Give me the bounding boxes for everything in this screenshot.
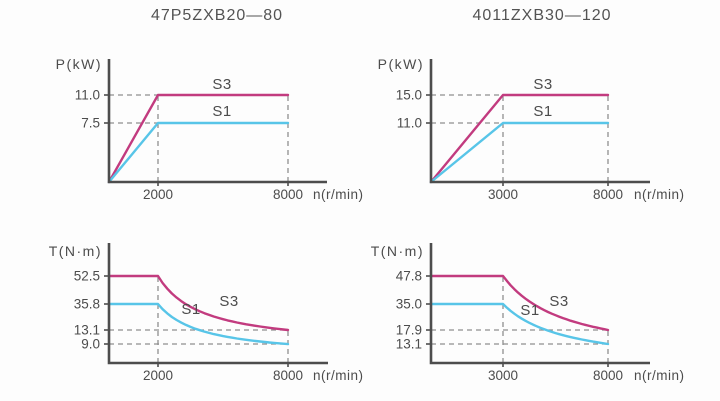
x-tick-label: 2000: [143, 368, 173, 383]
y-axis-label: P(kW): [56, 56, 102, 72]
axes: [429, 243, 650, 365]
model-title-right: 4011ZXB30—120: [472, 7, 612, 24]
y-tick-label: 35.8: [74, 297, 100, 312]
x-tick-label: 8000: [273, 187, 303, 202]
y-axis-label: T(N·m): [371, 243, 424, 259]
y-tick-label: 11.0: [75, 88, 100, 103]
s3-curve: [107, 93, 290, 184]
x-tick-label: 2000: [143, 187, 173, 202]
axes: [429, 59, 650, 184]
torque-chart-left: S3 S1 52.5 35.8 13.19.0 2000 8000 T(N·m) n(r/min…: [49, 243, 364, 383]
y-tick-label: 13.1: [74, 323, 100, 338]
series-label-s3: S3: [219, 293, 238, 310]
x-axis-label: n(r/min): [634, 187, 685, 202]
axes: [107, 59, 327, 184]
s1-curve: [107, 302, 290, 346]
y-tick-label: 35.0: [396, 297, 422, 312]
y-tick-label: 11.0: [397, 116, 422, 131]
y-tick-label: 13.1: [396, 337, 422, 352]
s1-curve: [429, 302, 610, 346]
s3-curve: [429, 274, 610, 332]
x-tick-label: 8000: [593, 368, 623, 383]
y-tick-label: 7.5: [81, 116, 100, 131]
x-tick-label: 3000: [488, 368, 518, 383]
x-axis-label: n(r/min): [313, 187, 364, 202]
x-tick-label: 3000: [488, 187, 518, 202]
power-chart-left: S3 S1 11.0 7.5 2000 8000 P(kW) n(r/min): [56, 56, 364, 202]
y-tick-label: 47.8: [396, 269, 422, 284]
y-tick-label: 52.5: [74, 269, 100, 284]
x-axis-label: n(r/min): [634, 368, 685, 383]
series-label-s3: S3: [549, 293, 568, 310]
y-tick-label: 9.0: [81, 337, 100, 352]
series-label-s3: S3: [533, 76, 552, 93]
power-chart-right: S3 S1 15.0 11.0 3000 8000 P(kW) n(r/min): [378, 56, 685, 202]
x-tick-label: 8000: [273, 368, 303, 383]
x-tick-label: 8000: [593, 187, 623, 202]
y-tick-label: 15.0: [396, 88, 422, 103]
torque-chart-right: S3 S1 47.8 35.0 17.913.1 3000 8000 T(N·m) n(r/mi…: [371, 243, 685, 383]
s1-curve: [107, 121, 290, 184]
s3-curve: [107, 274, 290, 332]
series-label-s1: S1: [212, 103, 231, 120]
s3-curve: [429, 93, 610, 184]
s1-curve: [429, 121, 610, 184]
series-label-s1: S1: [520, 302, 539, 319]
series-label-s1: S1: [533, 103, 552, 120]
y-tick-label: 17.9: [396, 323, 422, 338]
axes: [107, 243, 328, 365]
model-title-left: 47P5ZXB20—80: [150, 7, 284, 24]
y-axis-label: P(kW): [378, 56, 424, 72]
series-label-s1: S1: [181, 301, 200, 318]
x-axis-label: n(r/min): [313, 368, 364, 383]
series-label-s3: S3: [212, 76, 231, 93]
y-axis-label: T(N·m): [49, 243, 102, 259]
